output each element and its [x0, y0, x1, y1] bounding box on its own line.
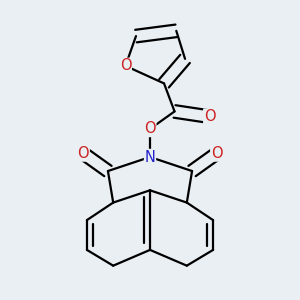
Text: N: N — [145, 149, 155, 164]
Text: O: O — [120, 58, 131, 74]
Text: O: O — [204, 109, 215, 124]
Text: O: O — [211, 146, 222, 161]
Text: O: O — [144, 122, 156, 136]
Text: O: O — [78, 146, 89, 161]
